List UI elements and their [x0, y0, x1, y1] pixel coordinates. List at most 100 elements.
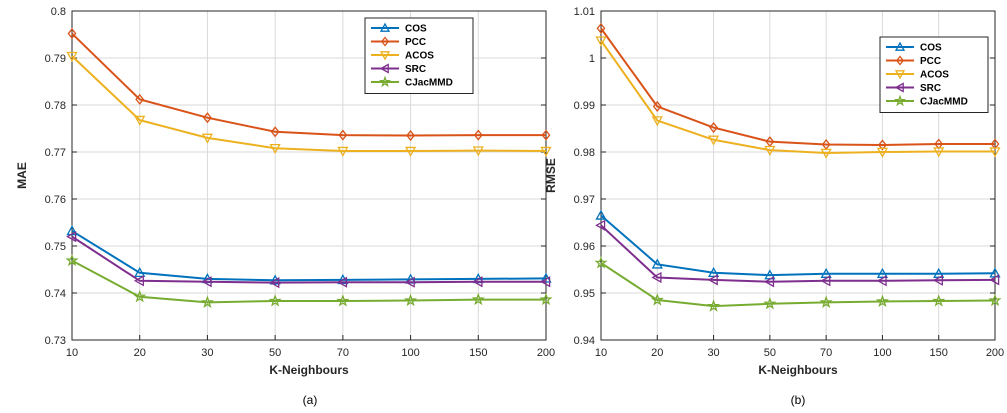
- legend-item: CJacMMD: [371, 75, 453, 89]
- data-point: [594, 256, 608, 269]
- legend: COS PCC ACOS SRC CJacMMD: [879, 36, 989, 113]
- y-tick-label: 0.97: [574, 194, 595, 206]
- data-point: [763, 296, 777, 310]
- data-point: [404, 146, 417, 157]
- legend-item: PCC: [371, 36, 426, 48]
- data-point: [707, 135, 720, 146]
- series-line: [600, 40, 995, 154]
- y-tick-label: 1.01: [574, 6, 595, 18]
- data-point: [651, 271, 662, 284]
- data-point: [932, 294, 946, 307]
- data-point: [595, 219, 606, 231]
- legend-item: COS: [886, 41, 942, 54]
- data-point: [66, 230, 77, 243]
- legend-label: CJacMMD: [405, 78, 453, 89]
- data-point: [539, 292, 553, 306]
- series-line: [600, 27, 995, 146]
- y-tick-label: 0.78: [45, 100, 66, 112]
- legend-marker: [379, 22, 391, 32]
- x-tick-label: 10: [595, 347, 607, 359]
- axes-box: [71, 10, 547, 341]
- x-tick-label: 150: [469, 347, 487, 359]
- panel-caption: (b): [791, 393, 806, 407]
- data-point: [472, 276, 483, 288]
- data-point: [877, 139, 887, 151]
- series-src: [595, 219, 1000, 288]
- y-tick-label: 0.75: [45, 241, 66, 253]
- data-point: [819, 295, 833, 308]
- legend-label: SRC: [405, 64, 426, 75]
- x-tick-label: 30: [201, 347, 213, 359]
- data-point: [337, 274, 349, 285]
- data-point: [65, 253, 79, 267]
- legend-item: PCC: [886, 55, 941, 67]
- series-line: [71, 32, 546, 137]
- series-acos: [595, 36, 1001, 159]
- data-point: [337, 276, 348, 288]
- data-point: [989, 274, 1000, 286]
- data-point: [650, 293, 664, 306]
- legend-label: CJacMMD: [920, 97, 968, 108]
- y-tick-label: 0.76: [45, 194, 66, 206]
- y-axis-label: MAE: [15, 162, 29, 189]
- data-point: [595, 36, 607, 47]
- data-point: [269, 277, 280, 289]
- y-tick-label: 0.73: [45, 335, 66, 347]
- x-tick-label: 70: [337, 347, 349, 359]
- series-line: [600, 214, 996, 277]
- legend-label: COS: [405, 24, 427, 35]
- data-point: [875, 294, 889, 308]
- series-line: [71, 235, 546, 284]
- data-point: [651, 116, 663, 127]
- data-point: [540, 146, 552, 157]
- data-point: [66, 51, 78, 62]
- data-point: [406, 130, 416, 142]
- data-point: [989, 147, 1001, 158]
- series-pcc: [67, 28, 551, 142]
- data-point: [133, 289, 147, 303]
- x-tick-label: 30: [707, 347, 719, 359]
- series-src: [66, 230, 551, 289]
- panel-caption: (a): [303, 393, 318, 407]
- data-point: [651, 258, 663, 269]
- data-point: [707, 299, 721, 312]
- x-tick-label: 20: [134, 347, 146, 359]
- plot-area: [72, 11, 546, 340]
- legend-item: CJacMMD: [886, 94, 968, 108]
- series-line: [600, 262, 996, 308]
- panel-a: 0.73 0.74 0.75 0.76 0.77 0.78 0.79 0.8 10 20 30 50 7…: [15, 6, 555, 407]
- data-point: [268, 294, 282, 307]
- y-tick-label: 0.94: [574, 335, 595, 347]
- series-acos: [66, 51, 552, 157]
- x-tick-label: 50: [269, 347, 281, 359]
- series-cjacmmd: [65, 253, 553, 308]
- x-tick-label: 100: [873, 347, 891, 359]
- panel-b: 0.94 0.95 0.96 0.97 0.98 0.99 1 1.01 10 20 30 50 70 1…: [544, 6, 1004, 407]
- legend-label: PCC: [405, 37, 426, 48]
- legend-item: ACOS: [371, 51, 434, 62]
- data-point: [269, 274, 281, 285]
- data-point: [336, 294, 350, 307]
- data-point: [202, 112, 212, 124]
- data-point: [472, 146, 484, 157]
- legend-marker: [894, 82, 904, 93]
- legend-marker: [893, 94, 907, 107]
- y-tick-label: 0.98: [574, 147, 595, 159]
- legend-marker: [378, 75, 392, 88]
- data-point: [133, 275, 144, 287]
- y-axis-label: RMSE: [544, 158, 558, 193]
- data-point: [876, 267, 889, 278]
- series-cjacmmd: [594, 256, 1002, 312]
- legend-label: SRC: [920, 83, 941, 94]
- legend-marker: [894, 41, 906, 51]
- data-point: [540, 276, 551, 288]
- x-tick-label: 20: [651, 347, 663, 359]
- legend-marker: [895, 55, 905, 66]
- legend-item: ACOS: [886, 70, 949, 81]
- legend-marker: [379, 63, 389, 74]
- data-point: [269, 143, 281, 155]
- legend-label: PCC: [920, 56, 941, 67]
- data-point: [473, 129, 483, 141]
- data-point: [595, 209, 607, 220]
- axes-box: [600, 10, 996, 341]
